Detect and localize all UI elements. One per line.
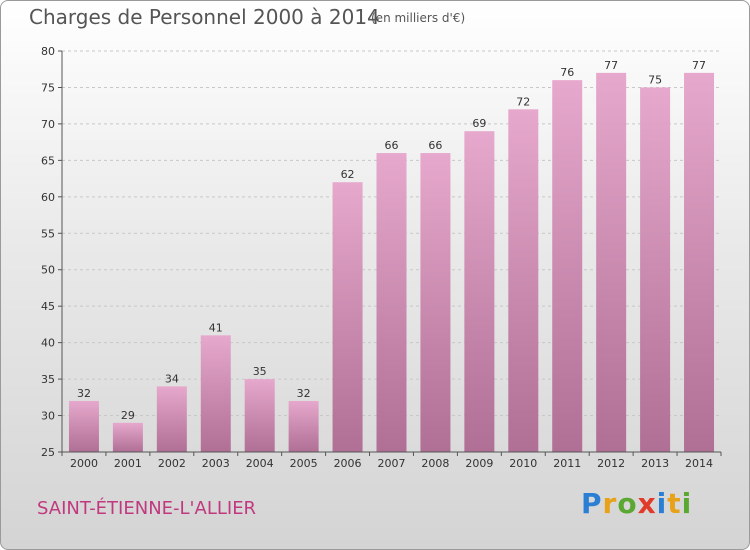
- y-tick-label: 40: [41, 337, 55, 350]
- y-tick-label: 60: [41, 191, 55, 204]
- bar: [156, 386, 187, 452]
- y-tick-label: 75: [41, 81, 55, 94]
- data-label: 77: [692, 59, 706, 72]
- bar: [376, 153, 407, 452]
- bar: [112, 422, 143, 452]
- bar: [244, 379, 275, 452]
- x-tick-label: 2010: [509, 457, 537, 470]
- y-tick-label: 80: [41, 45, 55, 58]
- data-label: 32: [77, 387, 91, 400]
- data-label: 29: [121, 409, 135, 422]
- x-tick-label: 2009: [465, 457, 493, 470]
- bar: [596, 72, 627, 452]
- bar: [684, 72, 715, 452]
- x-tick-label: 2007: [378, 457, 406, 470]
- x-tick-label: 2003: [202, 457, 230, 470]
- data-label: 77: [604, 59, 618, 72]
- y-tick-label: 50: [41, 264, 55, 277]
- data-label: 75: [648, 73, 662, 86]
- y-tick-label: 45: [41, 300, 55, 313]
- bar: [200, 335, 231, 452]
- x-tick-label: 2008: [421, 457, 449, 470]
- bar: [640, 87, 671, 453]
- bar: [68, 400, 99, 452]
- x-tick-label: 2012: [597, 457, 625, 470]
- y-tick-label: 55: [41, 227, 55, 240]
- bar: [288, 400, 319, 452]
- data-label: 66: [428, 139, 442, 152]
- bar: [508, 109, 539, 452]
- data-label: 76: [560, 66, 574, 79]
- data-label: 72: [516, 95, 530, 108]
- data-label: 69: [472, 117, 486, 130]
- data-label: 62: [341, 168, 355, 181]
- data-label: 41: [209, 321, 223, 334]
- data-label: 32: [297, 387, 311, 400]
- chart-subtitle: (en milliers d'€): [371, 11, 466, 25]
- bar: [464, 131, 495, 452]
- x-tick-label: 2001: [114, 457, 142, 470]
- data-label: 35: [253, 365, 267, 378]
- bar: [420, 153, 451, 452]
- data-label: 66: [385, 139, 399, 152]
- x-tick-label: 2011: [553, 457, 581, 470]
- proxiti-logo: Proxiti: [581, 487, 693, 520]
- y-tick-label: 30: [41, 410, 55, 423]
- data-label: 34: [165, 372, 179, 385]
- x-tick-label: 2013: [641, 457, 669, 470]
- chart-title: Charges de Personnel 2000 à 2014: [29, 5, 380, 29]
- x-tick-label: 2002: [158, 457, 186, 470]
- bar: [552, 80, 583, 452]
- x-tick-label: 2004: [246, 457, 274, 470]
- y-tick-label: 25: [41, 446, 55, 459]
- bar: [332, 182, 363, 452]
- y-tick-label: 70: [41, 118, 55, 131]
- y-tick-label: 35: [41, 373, 55, 386]
- x-tick-label: 2006: [334, 457, 362, 470]
- y-tick-label: 65: [41, 154, 55, 167]
- commune-name: SAINT-ÉTIENNE-L'ALLIER: [37, 498, 257, 519]
- x-tick-label: 2014: [685, 457, 713, 470]
- x-tick-label: 2000: [70, 457, 98, 470]
- x-tick-label: 2005: [290, 457, 318, 470]
